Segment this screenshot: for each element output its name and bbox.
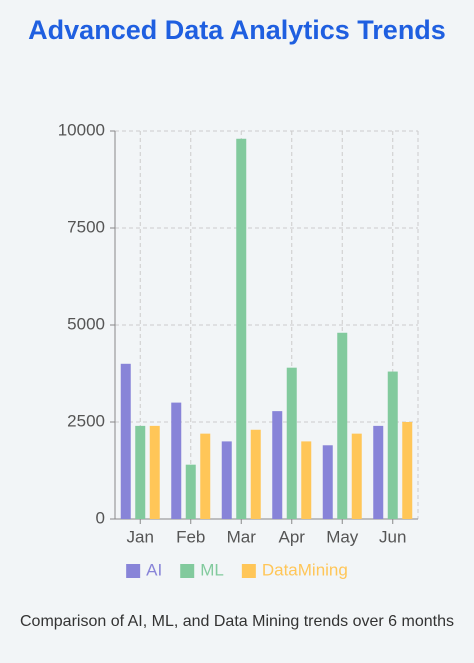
chart-title: Advanced Data Analytics Trends <box>28 15 446 45</box>
y-tick-label: 2500 <box>67 411 105 430</box>
x-tick-label: Feb <box>176 527 205 546</box>
bar <box>236 138 247 519</box>
bar <box>301 441 312 519</box>
bar <box>387 371 398 519</box>
bar <box>120 363 131 519</box>
bar <box>373 425 384 519</box>
legend-swatch <box>180 564 195 578</box>
legend-label: AI <box>146 560 162 579</box>
y-tick-label: 5000 <box>67 314 105 333</box>
bar <box>322 445 333 519</box>
x-tick-label: May <box>326 527 359 546</box>
x-tick-label: Apr <box>279 527 306 546</box>
legend-label: ML <box>200 560 224 579</box>
bar <box>286 367 297 519</box>
caption: Comparison of AI, ML, and Data Mining tr… <box>20 613 454 630</box>
bar <box>200 433 211 519</box>
legend-swatch <box>126 564 141 578</box>
bar <box>272 411 283 519</box>
x-tick-label: Mar <box>227 527 257 546</box>
x-tick-label: Jun <box>379 527 406 546</box>
legend-swatch <box>241 564 256 578</box>
y-tick-label: 7500 <box>67 217 105 236</box>
bar <box>351 433 362 519</box>
bar <box>135 425 146 519</box>
y-tick-label: 10000 <box>58 120 105 139</box>
bar <box>402 422 413 519</box>
bar <box>337 332 348 519</box>
y-tick-label: 0 <box>96 508 105 527</box>
bar <box>149 425 160 519</box>
bar <box>185 464 196 519</box>
bar <box>171 402 182 519</box>
x-tick-label: Jan <box>127 527 154 546</box>
bar <box>221 441 232 519</box>
bar <box>250 429 261 519</box>
legend-label: DataMining <box>262 560 348 579</box>
